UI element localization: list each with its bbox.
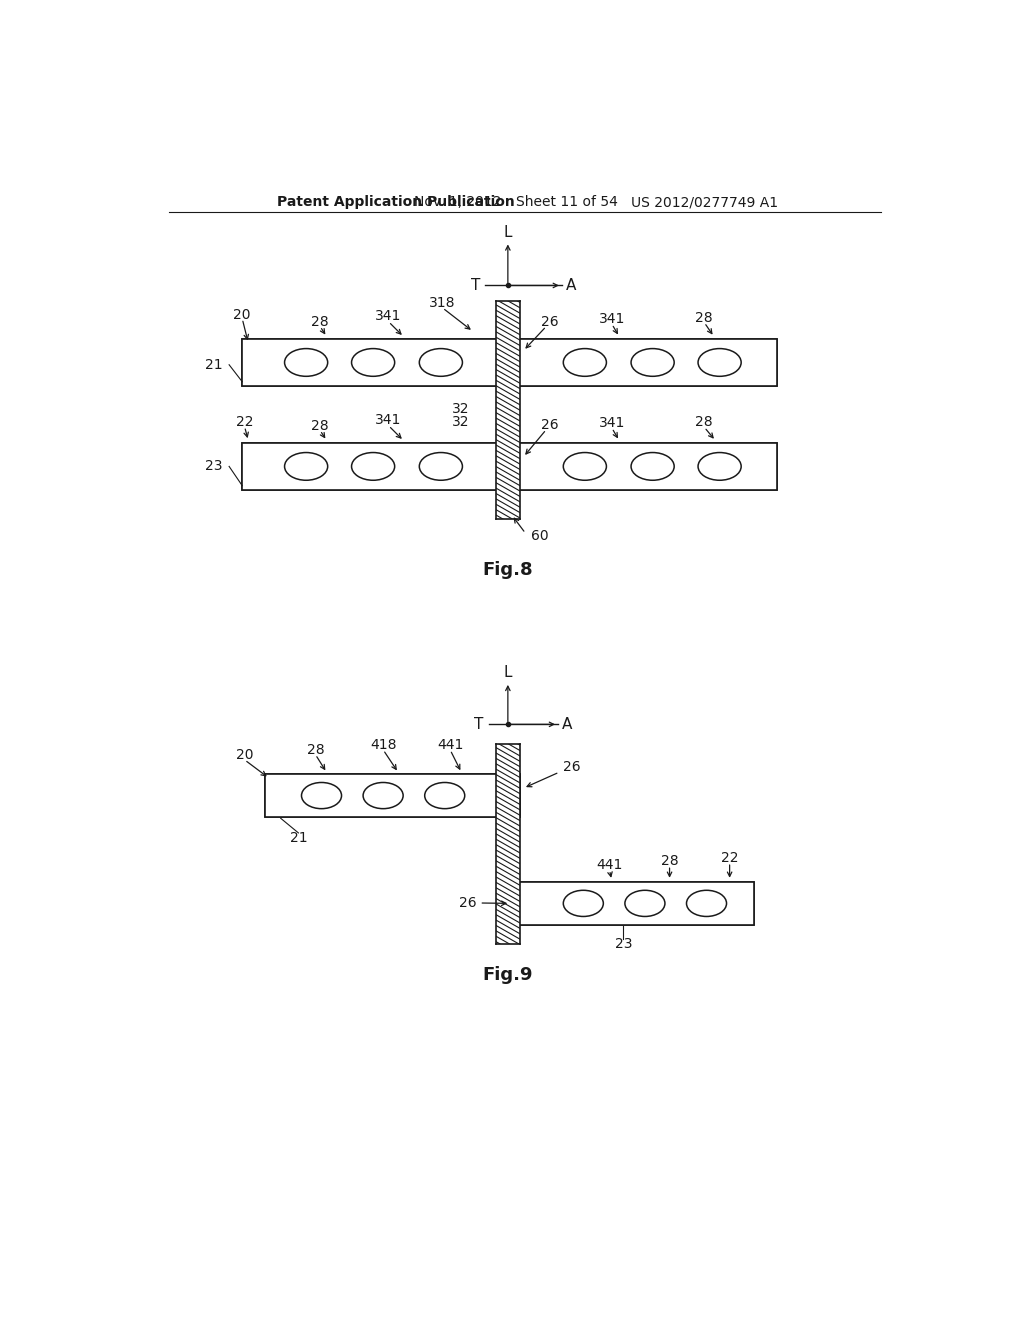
Text: 28: 28	[660, 854, 678, 867]
Text: L: L	[504, 224, 512, 240]
Ellipse shape	[301, 783, 342, 809]
Text: T: T	[471, 279, 480, 293]
Bar	[496, 743, 520, 944]
Ellipse shape	[285, 348, 328, 376]
Bar	[243, 339, 508, 385]
Ellipse shape	[563, 453, 606, 480]
Text: Nov. 1, 2012: Nov. 1, 2012	[414, 195, 502, 210]
Ellipse shape	[563, 348, 606, 376]
Ellipse shape	[285, 348, 328, 376]
Bar	[243, 444, 508, 490]
Text: 32: 32	[452, 401, 469, 416]
Text: 318: 318	[429, 296, 456, 310]
Ellipse shape	[686, 890, 727, 916]
Text: 21: 21	[290, 830, 307, 845]
Bar	[508, 882, 755, 924]
Text: 26: 26	[542, 418, 559, 432]
Text: 23: 23	[614, 937, 632, 950]
Bar	[508, 444, 777, 490]
Ellipse shape	[351, 348, 394, 376]
Text: 20: 20	[233, 308, 251, 322]
Ellipse shape	[563, 348, 606, 376]
Text: 418: 418	[370, 738, 396, 752]
Text: 26: 26	[563, 760, 581, 774]
Text: Fig.9: Fig.9	[482, 966, 534, 983]
Text: US 2012/0277749 A1: US 2012/0277749 A1	[631, 195, 778, 210]
Text: 26: 26	[460, 896, 477, 909]
Ellipse shape	[419, 348, 463, 376]
Text: 28: 28	[695, 414, 713, 429]
Text: 341: 341	[376, 413, 401, 428]
Ellipse shape	[301, 783, 342, 809]
Ellipse shape	[351, 453, 394, 480]
Text: 341: 341	[376, 309, 401, 323]
Ellipse shape	[419, 348, 463, 376]
Bar	[508, 444, 777, 490]
Text: 22: 22	[721, 850, 738, 865]
Bar	[508, 339, 777, 385]
Ellipse shape	[285, 453, 328, 480]
Text: Sheet 11 of 54: Sheet 11 of 54	[515, 195, 617, 210]
Text: Fig.8: Fig.8	[482, 561, 534, 579]
Ellipse shape	[631, 453, 674, 480]
Ellipse shape	[425, 783, 465, 809]
Ellipse shape	[625, 890, 665, 916]
Ellipse shape	[631, 348, 674, 376]
Text: 60: 60	[531, 529, 549, 543]
Text: A: A	[562, 717, 572, 731]
Text: Patent Application Publication: Patent Application Publication	[276, 195, 515, 210]
Text: 23: 23	[206, 459, 223, 474]
Text: 341: 341	[599, 312, 625, 326]
Ellipse shape	[425, 783, 465, 809]
Bar	[243, 339, 508, 385]
Bar	[496, 301, 520, 519]
Bar	[508, 339, 777, 385]
Ellipse shape	[364, 783, 403, 809]
Text: 441: 441	[596, 858, 623, 873]
Ellipse shape	[419, 453, 463, 480]
Text: A: A	[566, 279, 577, 293]
Ellipse shape	[351, 348, 394, 376]
Ellipse shape	[698, 453, 741, 480]
Ellipse shape	[285, 453, 328, 480]
Ellipse shape	[563, 453, 606, 480]
Ellipse shape	[625, 890, 665, 916]
Ellipse shape	[351, 453, 394, 480]
Text: T: T	[474, 717, 483, 731]
Ellipse shape	[364, 783, 403, 809]
Ellipse shape	[563, 890, 603, 916]
Ellipse shape	[419, 453, 463, 480]
Text: 32: 32	[452, 414, 469, 429]
Ellipse shape	[698, 453, 741, 480]
Text: 21: 21	[206, 358, 223, 372]
Bar	[508, 882, 755, 924]
Text: 341: 341	[599, 416, 625, 429]
Bar	[243, 444, 508, 490]
Text: L: L	[504, 665, 512, 680]
Bar	[265, 775, 520, 817]
Bar	[265, 775, 520, 817]
Ellipse shape	[698, 348, 741, 376]
Ellipse shape	[686, 890, 727, 916]
Text: 28: 28	[306, 743, 325, 756]
Text: 441: 441	[437, 738, 463, 752]
Text: 20: 20	[236, 748, 253, 762]
Ellipse shape	[698, 348, 741, 376]
Text: 22: 22	[236, 414, 253, 429]
Text: 28: 28	[311, 314, 329, 329]
Ellipse shape	[563, 890, 603, 916]
Ellipse shape	[631, 453, 674, 480]
Text: 28: 28	[695, 310, 713, 325]
Text: 28: 28	[311, 418, 329, 433]
Ellipse shape	[631, 348, 674, 376]
Text: 26: 26	[542, 314, 559, 329]
